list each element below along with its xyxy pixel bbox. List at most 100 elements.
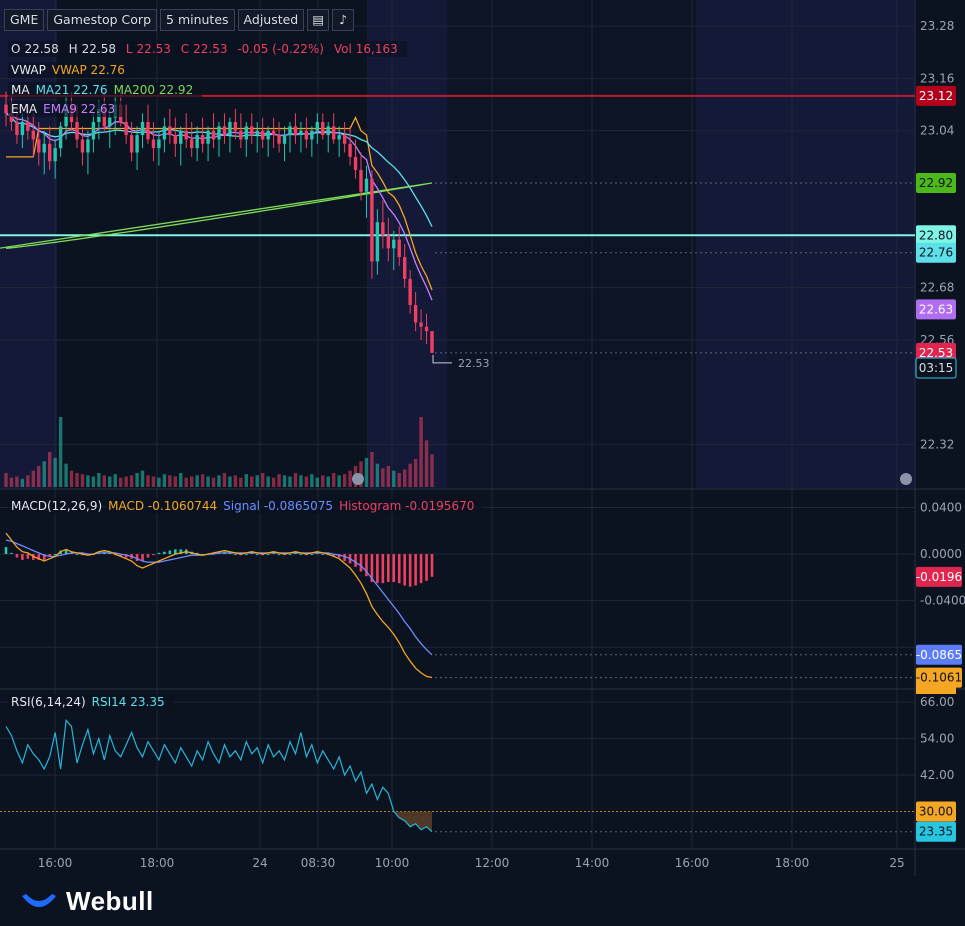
volume-bar <box>310 474 314 487</box>
volume-bar <box>271 477 276 487</box>
candle <box>200 117 205 153</box>
volume-bar <box>424 440 429 487</box>
rsi-overbought-tag <box>916 686 956 694</box>
candle <box>381 200 385 249</box>
rsi-tick-label: 54.00 <box>920 732 954 746</box>
volume-bar <box>266 476 270 487</box>
candle <box>211 113 216 149</box>
volume-bar <box>244 474 249 487</box>
candle-body <box>424 326 429 332</box>
volume-bar <box>15 476 19 487</box>
rsi-value: RSI14 23.35 <box>91 695 165 709</box>
candle <box>157 130 161 166</box>
candle <box>260 117 265 149</box>
close-label: C <box>180 42 190 56</box>
histogram-bar <box>168 550 172 555</box>
volume-bar <box>299 475 303 487</box>
volume-bar <box>124 476 128 487</box>
list-icon[interactable]: ▤ <box>307 9 330 31</box>
rsi-tag: 23.35 <box>919 825 953 839</box>
ema-legend[interactable]: EMA EMA9 22.63 <box>8 101 125 117</box>
candle <box>42 130 46 175</box>
close-value: 22.53 <box>193 42 228 56</box>
vwap-legend[interactable]: VWAP VWAP 22.76 <box>8 62 134 78</box>
candle-body <box>326 126 330 136</box>
rsi-name: RSI(6,14,24) <box>11 695 86 709</box>
candle-body <box>250 126 254 136</box>
time-tick-label: 16:00 <box>38 856 73 870</box>
histogram-bar <box>332 554 335 557</box>
candle-body <box>91 122 96 140</box>
candle-body <box>337 135 341 140</box>
candle <box>413 291 418 332</box>
candle <box>288 122 292 153</box>
candle-body <box>140 122 145 136</box>
candle-body <box>37 139 41 153</box>
open-label: O <box>11 42 21 56</box>
volume-bar <box>288 476 292 487</box>
volume-bar <box>239 477 243 487</box>
price-tick-label: 22.68 <box>920 281 954 295</box>
histogram-bar <box>152 554 155 556</box>
rsi-legend[interactable]: RSI(6,14,24) RSI14 23.35 <box>8 694 174 710</box>
histogram-bar <box>414 554 417 586</box>
candle-body <box>288 126 292 136</box>
candle <box>124 104 128 144</box>
histogram-bar <box>119 554 122 557</box>
candle-body <box>173 135 178 144</box>
candle-body <box>179 130 183 144</box>
histogram-bar <box>277 554 281 556</box>
volume-bar <box>375 463 380 487</box>
price-tag: 22.63 <box>919 302 953 316</box>
candle-body <box>31 130 36 140</box>
volume-bar <box>430 454 434 487</box>
candle <box>304 117 309 149</box>
time-tick-label: 14:00 <box>575 856 610 870</box>
candle-body <box>80 139 85 153</box>
candle-body <box>211 130 216 140</box>
ema-name: EMA <box>11 102 38 116</box>
volume-bar <box>370 452 374 487</box>
candle-body <box>4 104 8 114</box>
high-value: 22.58 <box>81 42 117 56</box>
candle-body <box>397 239 401 258</box>
symbol-button[interactable]: GME <box>4 9 45 31</box>
candle-body <box>342 135 347 144</box>
volume-bar <box>31 470 36 487</box>
candle <box>342 122 347 153</box>
stock-chart[interactable]: 23.2823.1623.0422.6822.5622.3222.5323.12… <box>0 0 965 876</box>
candle <box>277 122 281 153</box>
candle-body <box>124 122 128 136</box>
candle <box>195 126 199 162</box>
candle <box>375 209 380 275</box>
ma-legend[interactable]: MA MA21 22.76 MA200 22.92 <box>8 82 203 98</box>
interval-button[interactable]: 5 minutes <box>160 9 235 31</box>
time-tick-label: 18:00 <box>140 856 175 870</box>
ma200-value: MA200 22.92 <box>113 83 194 97</box>
candle <box>310 126 314 157</box>
candle <box>359 152 363 201</box>
candle <box>80 126 85 166</box>
histogram-bar <box>53 554 57 556</box>
candle-body <box>244 126 249 140</box>
histogram-bar <box>425 554 428 581</box>
volume-bar <box>233 475 238 487</box>
price-tag: 22.76 <box>919 246 953 260</box>
candle <box>162 117 167 153</box>
adjust-button[interactable]: Adjusted <box>237 9 305 31</box>
candle-body <box>408 278 412 305</box>
volume-bar <box>321 475 325 487</box>
time-tick-label: 08:30 <box>301 856 336 870</box>
bell-icon[interactable]: ♪ <box>332 9 355 31</box>
volume-bar <box>304 476 309 487</box>
histogram-bar <box>359 554 363 572</box>
candle <box>53 139 57 179</box>
macd-legend[interactable]: MACD(12,26,9) MACD -0.1060744 Signal -0.08… <box>8 498 484 514</box>
volume-bar <box>386 466 391 487</box>
signal-value: Signal -0.0865075 <box>223 499 334 513</box>
histogram-bar <box>365 554 368 577</box>
candle-body <box>47 143 52 162</box>
volume-bar <box>102 475 107 487</box>
ma-name: MA <box>11 83 30 97</box>
session-dot-icon <box>900 473 912 485</box>
